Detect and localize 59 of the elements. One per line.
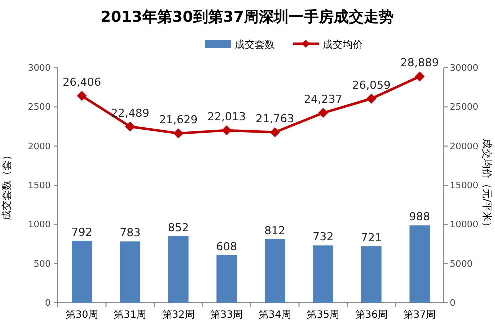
- bar: [264, 239, 286, 303]
- y-tick-label: 2000: [28, 142, 52, 152]
- point: [366, 94, 377, 104]
- data-label: 792: [72, 226, 93, 239]
- bar: [216, 255, 238, 303]
- y2-tick-label: 10000: [450, 220, 479, 231]
- data-label: 721: [361, 232, 382, 245]
- y2-tick-label: 25000: [450, 103, 479, 114]
- data-label: 852: [168, 221, 190, 234]
- bar: [72, 240, 92, 303]
- y-tick-label: 0: [45, 299, 52, 309]
- data-label: 22,489: [111, 106, 150, 120]
- y-tick-label: 1500: [28, 182, 52, 192]
- y-tick-label: 1000: [28, 220, 52, 231]
- data-label: 24,237: [304, 93, 343, 106]
- y-tick-label: 2500: [28, 103, 52, 114]
- data-label: 988: [409, 210, 430, 224]
- data-label: 26,059: [352, 78, 391, 92]
- x-tick-label: 第37周: [404, 309, 436, 321]
- y2-tick-label: 20000: [450, 142, 479, 152]
- point: [77, 91, 88, 102]
- point: [414, 72, 425, 82]
- y2-tick-label: 5000: [450, 260, 474, 270]
- data-label: 732: [312, 230, 334, 244]
- data-label: 812: [264, 224, 286, 238]
- data-label: 21,629: [159, 114, 198, 127]
- point: [318, 108, 328, 118]
- data-label: 608: [216, 240, 238, 254]
- legend-label: 成交均价: [323, 39, 363, 51]
- data-label: 783: [120, 226, 141, 240]
- y-tick-label: 500: [34, 260, 52, 270]
- data-label: 22,013: [208, 110, 246, 124]
- x-tick-label: 第34周: [258, 309, 292, 321]
- bar: [120, 242, 141, 303]
- legend-label: 成交套数: [235, 39, 275, 51]
- x-tick-label: 第36周: [355, 309, 388, 321]
- data-label: 28,889: [400, 56, 440, 70]
- y2-tick-label: 0: [450, 299, 456, 309]
- x-tick-label: 第35周: [307, 309, 340, 321]
- y-axis-title: 成交套数（套）: [1, 150, 13, 220]
- point: [125, 122, 136, 132]
- point: [270, 128, 280, 138]
- point: [174, 128, 184, 139]
- bar: [313, 246, 334, 303]
- chart-title: 2013年第30到第37周深圳一手房成交走势: [100, 8, 394, 26]
- data-label: 21,763: [256, 112, 294, 126]
- y2-tick-label: 15000: [450, 182, 479, 192]
- y-tick-label: 3000: [28, 64, 52, 74]
- x-tick-label: 第30周: [66, 309, 98, 321]
- x-tick-label: 第33周: [210, 309, 244, 321]
- x-tick-label: 第31周: [114, 309, 147, 321]
- bar: [410, 226, 430, 303]
- y2-axis-title: 成交均价（元/平米）: [481, 138, 493, 232]
- x-tick-label: 第32周: [162, 309, 195, 321]
- point: [222, 126, 232, 136]
- data-label: 26,406: [62, 76, 102, 90]
- y2-tick-label: 30000: [450, 64, 479, 74]
- bar: [361, 246, 382, 303]
- bar: [168, 236, 189, 303]
